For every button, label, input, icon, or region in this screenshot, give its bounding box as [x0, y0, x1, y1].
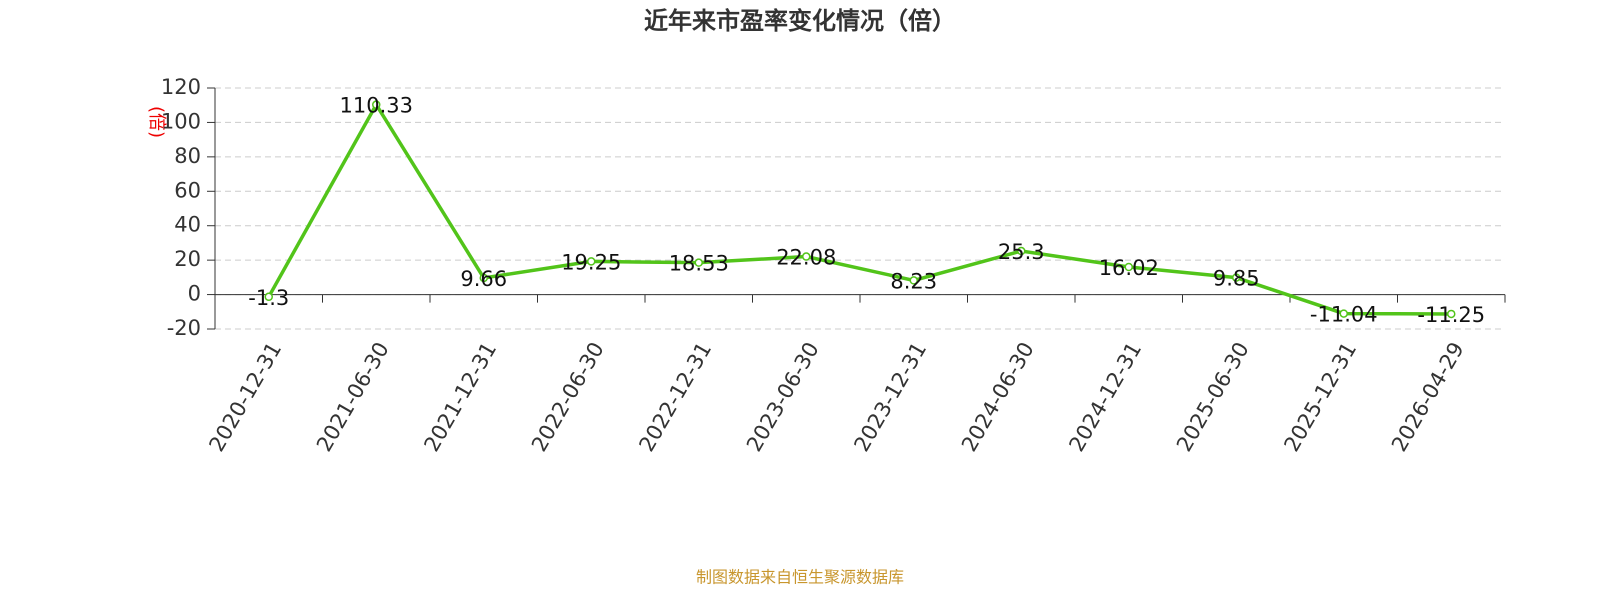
- y-tick-label: 120: [161, 75, 201, 99]
- point: [1124, 262, 1133, 272]
- x-tick-label: 2021-06-30: [312, 338, 394, 456]
- data-label: 25.3: [998, 240, 1045, 264]
- point: [802, 252, 811, 261]
- x-tick-label: 2025-06-30: [1172, 338, 1254, 456]
- data-label: -1.3: [248, 286, 289, 310]
- point: [264, 292, 273, 302]
- source-note: 制图数据来自恒生聚源数据库: [696, 568, 904, 587]
- point: [587, 257, 596, 266]
- data-label: -11.25: [1417, 303, 1485, 327]
- point: [479, 273, 488, 283]
- x-tick-label: 2023-06-30: [742, 338, 824, 456]
- y-tick-label: 80: [174, 144, 201, 168]
- point: [372, 100, 381, 109]
- x-tick-label: 2026-04-29: [1387, 338, 1469, 456]
- x-tick-label: 2020-12-31: [204, 338, 286, 456]
- y-tick-label: 100: [161, 109, 201, 133]
- point: [909, 276, 918, 285]
- x-tick-label: 2022-06-30: [527, 338, 609, 456]
- data-label: 16.02: [1099, 256, 1159, 280]
- x-tick-label: 2022-12-31: [634, 338, 716, 456]
- y-tick-label: 0: [188, 282, 201, 306]
- x-tick-label: 2024-06-30: [957, 338, 1039, 456]
- chart-title: 近年来市盈率变化情况（倍）: [644, 7, 956, 35]
- y-axis-label: (倍): [146, 106, 167, 138]
- data-label: 19.25: [561, 250, 621, 274]
- data-label: 9.85: [1213, 267, 1260, 291]
- x-tick-label: 2023-12-31: [849, 338, 931, 456]
- line: [267, 101, 1452, 316]
- point: [1017, 246, 1026, 256]
- data-label: 8.23: [890, 269, 937, 293]
- point: [694, 258, 703, 267]
- y-tick-label: 60: [174, 178, 201, 202]
- y-tick-label: 40: [174, 213, 201, 237]
- x-tick-label: 2025-12-31: [1279, 338, 1361, 456]
- data-label: 9.66: [460, 267, 507, 291]
- data-label: 18.53: [669, 252, 729, 276]
- x-tick-label: 2021-12-31: [419, 338, 501, 456]
- x-tick-label: 2024-12-31: [1064, 338, 1146, 456]
- y-tick-label: 20: [174, 247, 201, 271]
- data-label: 22.08: [776, 246, 836, 270]
- point: [1447, 309, 1456, 319]
- y-tick-label: -20: [167, 316, 201, 340]
- data-label: -11.04: [1310, 303, 1378, 327]
- data-label: 110.33: [340, 94, 413, 118]
- point: [1339, 309, 1348, 318]
- point: [1232, 273, 1241, 282]
